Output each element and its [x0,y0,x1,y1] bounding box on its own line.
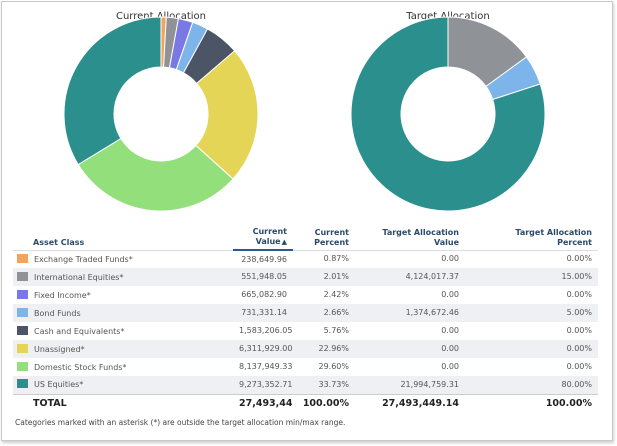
current-allocation-title: Current Allocation [115,11,207,22]
total-label: TOTAL [13,393,233,414]
asset-class-name: Domestic Stock Funds* [34,362,127,372]
total-current-value: 27,493,449.14 [233,393,293,414]
asset-class-name: Bond Funds [34,308,81,318]
legend-swatch [17,307,28,317]
asset-class-name: Exchange Traded Funds* [34,254,133,264]
donut-slice-us-equities[interactable] [63,16,162,166]
current-value-cell: 8,137,949.33 [239,362,293,371]
header-text: Target Allocation [382,227,459,237]
target-value-cell: 4,124,017.37 [355,268,465,286]
asset-class-name: International Equities* [34,272,124,282]
target-value-cell: 0.00 [441,254,459,264]
target-percent-cell: 15.00% [465,268,598,286]
target-value-cell: 21,994,759.31 [355,376,465,394]
allocation-panel: Current Allocation Target Allocation Ass… [1,1,613,441]
target-percent-cell: 5.00% [465,304,598,322]
table-row[interactable]: International Equities* 551,948.05 2.01%… [13,268,598,286]
target-value-cell: 0.00 [441,362,459,371]
header-text: Target Allocation [515,227,592,237]
table-row[interactable]: US Equities* 9,273,352.71 33.73% 21,994,… [13,376,598,394]
target-percent-cell: 0.00% [566,326,592,335]
target-allocation-title: Target Allocation [406,11,490,22]
asset-class-cell: US Equities* [13,376,233,394]
header-asset-class[interactable]: Asset Class [13,226,233,251]
current-percent-cell: 2.66% [293,304,355,322]
current-percent-cell: 29.60% [318,362,349,371]
legend-swatch [17,361,28,371]
target-percent-cell: 0.00% [465,340,598,358]
header-text: Percent [314,237,349,247]
current-percent-cell: 33.73% [293,376,355,394]
target-value-cell: 1,374,672.46 [355,304,465,322]
target-percent-cell: 80.00% [465,376,598,394]
legend-swatch [17,325,28,335]
header-text: Percent [557,237,592,247]
legend-swatch [17,253,28,263]
table-row[interactable]: Fixed Income* 665,082.90 2.42% 0.00 0.00… [13,286,598,304]
current-value-cell: 9,273,352.71 [233,376,293,394]
current-percent-cell: 22.96% [293,340,355,358]
current-value-cell: 665,082.90 [241,290,287,299]
total-target-percent: 100.00% [465,393,598,414]
asset-class-cell: Bond Funds [13,304,233,322]
total-row: TOTAL 27,493,449.14 100.00% 27,493,449.1… [13,393,598,414]
allocation-table: Asset Class Current Value▲ Current Percent… [13,226,598,414]
header-target-percent[interactable]: Target Allocation Percent [465,226,598,251]
asset-class-name: Fixed Income* [34,290,91,300]
total-target-value: 27,493,449.14 [355,393,465,414]
current-percent-cell: 0.87% [323,254,349,264]
target-percent-cell: 0.00% [566,290,592,299]
legend-swatch [17,289,28,299]
asset-class-name: Unassigned* [34,344,85,354]
footnote: Categories marked with an asterisk (*) a… [15,418,346,427]
current-value-cell: 731,331.14 [233,304,293,322]
donut-slice-us-equities[interactable] [350,16,546,212]
target-value-cell: 0.00 [441,326,459,335]
asset-class-name: US Equities* [34,380,84,390]
donut-slice-unassigned[interactable] [195,50,259,180]
current-value-cell: 6,311,929.00 [233,340,293,358]
asset-class-cell: International Equities* [13,268,233,286]
asset-class-cell: Domestic Stock Funds* [13,358,233,376]
legend-swatch [17,271,28,281]
table-row[interactable]: Unassigned* 6,311,929.00 22.96% 0.00 0.0… [13,340,598,358]
header-current-percent[interactable]: Current Percent [293,226,355,251]
target-percent-cell: 0.00% [566,362,592,371]
header-text: Current [252,227,287,236]
header-text: Current [314,227,349,237]
current-value-cell: 1,583,206.05 [239,326,293,335]
header-text: Value [255,237,281,246]
allocation-table-section: Asset Class Current Value▲ Current Percent… [13,226,598,428]
sort-ascending-icon: ▲ [281,238,287,246]
table-row[interactable]: Domestic Stock Funds* 8,137,949.33 29.60… [13,358,598,376]
header-text: Value [433,237,459,247]
asset-class-cell: Cash and Equivalents* [13,322,233,340]
target-allocation-donut [350,16,546,212]
donut-slice-domestic-stock-funds[interactable] [77,137,234,212]
current-percent-cell: 2.42% [323,290,349,299]
current-percent-cell: 5.76% [323,326,349,335]
target-value-cell: 0.00 [355,340,465,358]
legend-swatch [17,343,28,353]
asset-class-name: Cash and Equivalents* [34,326,125,336]
legend-swatch [17,379,28,389]
header-target-value[interactable]: Target Allocation Value [355,226,465,251]
asset-class-cell: Exchange Traded Funds* [13,250,233,268]
current-allocation-donut [63,16,259,212]
target-percent-cell: 0.00% [566,254,592,264]
asset-class-cell: Unassigned* [13,340,233,358]
asset-class-cell: Fixed Income* [13,286,233,304]
current-value-cell: 551,948.05 [233,268,293,286]
table-row[interactable]: Bond Funds 731,331.14 2.66% 1,374,672.46… [13,304,598,322]
current-value-cell: 238,649.96 [241,254,287,264]
header-current-value[interactable]: Current Value▲ [233,226,293,251]
table-row[interactable]: Cash and Equivalents* 1,583,206.05 5.76%… [13,322,598,340]
table-row[interactable]: Exchange Traded Funds* 238,649.96 0.87% … [13,250,598,268]
current-percent-cell: 2.01% [293,268,355,286]
total-current-percent: 100.00% [293,393,355,414]
target-value-cell: 0.00 [441,290,459,299]
